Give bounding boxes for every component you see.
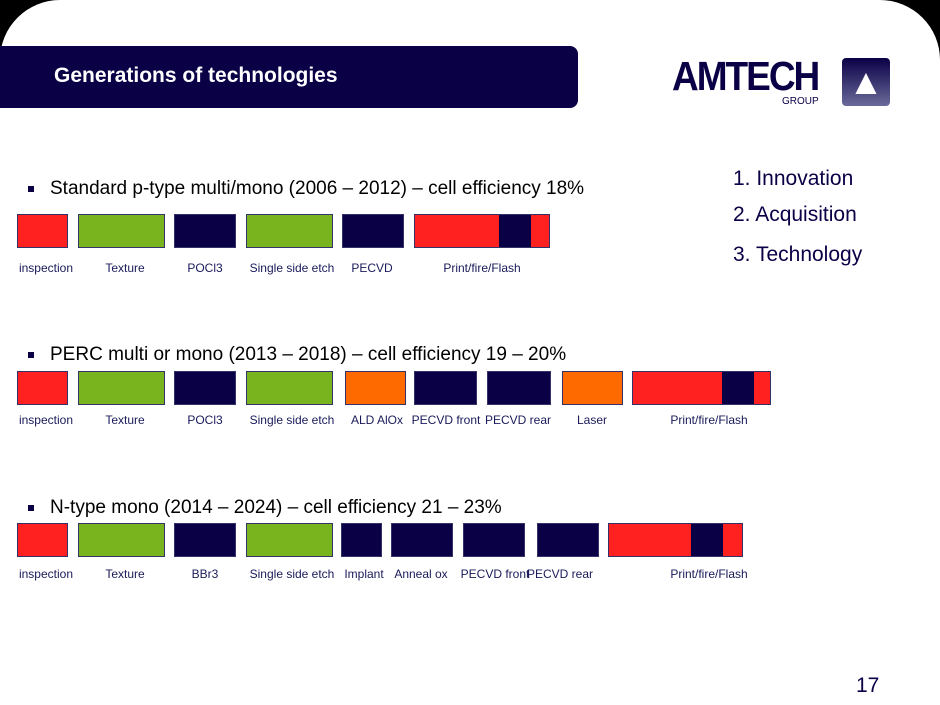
bullet-icon [28, 185, 34, 192]
process-step-box [342, 214, 404, 248]
process-step-box [345, 371, 406, 405]
process-step-label: PECVD front [411, 413, 481, 427]
process-step-box [17, 371, 68, 405]
process-step-label: inspection [18, 413, 74, 427]
bullet-icon [28, 351, 34, 358]
process-step-box [608, 523, 743, 557]
process-step-label: inspection [18, 261, 74, 275]
process-step-box [632, 371, 771, 405]
row-heading: Standard p-type multi/mono (2006 – 2012)… [28, 178, 584, 200]
heading-text: N-type mono (2014 – 2024) – cell efficie… [50, 497, 502, 518]
process-step-box [414, 214, 550, 248]
process-step-box [463, 523, 525, 557]
row-heading: PERC multi or mono (2013 – 2018) – cell … [28, 344, 566, 366]
process-step-label: BBr3 [191, 567, 219, 581]
list-item: 2. Acquisition [733, 203, 857, 226]
heading-text: Standard p-type multi/mono (2006 – 2012)… [50, 178, 585, 199]
process-step-box [78, 214, 165, 248]
process-step-label: PECVD rear [526, 567, 594, 581]
process-step-label: Texture [105, 567, 145, 581]
process-step-label: inspection [18, 567, 74, 581]
process-step-box [78, 371, 165, 405]
process-step-label: Single side etch [249, 261, 335, 275]
process-step-label: POCl3 [187, 413, 223, 427]
process-step-label: POCl3 [187, 261, 223, 275]
process-step-box [391, 523, 453, 557]
process-step-label: Texture [105, 261, 145, 275]
process-step-label: Single side etch [249, 413, 335, 427]
process-step-label: PECVD rear [484, 413, 552, 427]
process-step-box [174, 371, 236, 405]
process-step-label: ALD AlOx [350, 413, 404, 427]
process-step-label: PECVD [351, 261, 393, 275]
process-step-label: Print/fire/Flash [443, 261, 521, 275]
process-step-box [246, 523, 333, 557]
bullet-icon [28, 504, 34, 511]
logo-sub: GROUP [782, 96, 819, 107]
process-step-label: PECVD front [460, 567, 530, 581]
process-step-label: Print/fire/Flash [670, 413, 748, 427]
process-step-box [17, 523, 68, 557]
process-step-label: Laser [576, 413, 608, 427]
page-number: 17 [856, 674, 880, 697]
heading-text: PERC multi or mono (2013 – 2018) – cell … [50, 344, 567, 365]
list-item: 1. Innovation [733, 167, 854, 190]
process-step-box [174, 214, 236, 248]
process-step-box [414, 371, 477, 405]
process-step-label: Implant [344, 567, 384, 581]
process-step-box [341, 523, 382, 557]
process-step-box [246, 371, 333, 405]
process-step-label: Single side etch [249, 567, 335, 581]
process-step-label: Print/fire/Flash [670, 567, 748, 581]
process-step-label: Anneal ox [394, 567, 448, 581]
process-step-box [174, 523, 236, 557]
logo-text: AMTECH [672, 53, 820, 99]
process-step-box [487, 371, 551, 405]
process-step-box [537, 523, 599, 557]
amtech-logo: AMTECH GROUP ▲ [672, 53, 890, 107]
list-item: 3. Technology [733, 243, 863, 266]
logo-mark-icon: ▲ [842, 58, 890, 106]
process-step-box [17, 214, 68, 248]
process-step-box [246, 214, 333, 248]
row-heading: N-type mono (2014 – 2024) – cell efficie… [28, 497, 502, 519]
process-step-label: Texture [105, 413, 145, 427]
title-bar [0, 46, 578, 108]
process-step-box [78, 523, 165, 557]
slide-title: Generations of technologies [54, 64, 338, 87]
process-step-box [562, 371, 623, 405]
